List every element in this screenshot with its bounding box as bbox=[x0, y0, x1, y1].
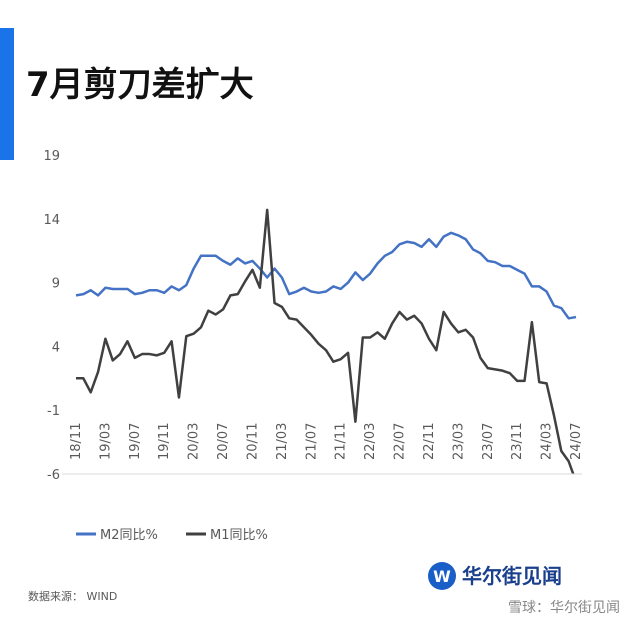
x-tick-label: 20/03 bbox=[187, 423, 202, 460]
y-tick-label: -6 bbox=[47, 468, 60, 483]
x-tick-label: 18/11 bbox=[69, 423, 84, 460]
logo-text: 华尔街见闻 bbox=[462, 564, 562, 588]
x-tick-label: 19/11 bbox=[157, 423, 172, 460]
y-tick-label: 4 bbox=[52, 340, 60, 355]
y-tick-label: 19 bbox=[43, 149, 60, 164]
x-tick-label: 23/07 bbox=[481, 423, 496, 460]
logo-mark: W bbox=[433, 567, 451, 586]
series-line bbox=[76, 208, 575, 474]
series-line bbox=[75, 231, 577, 320]
watermark: 雪球：华尔街见闻 bbox=[508, 600, 620, 616]
legend-label: M1同比% bbox=[210, 528, 268, 543]
x-tick-label: 20/11 bbox=[245, 423, 260, 460]
x-tick-label: 21/03 bbox=[275, 423, 290, 460]
x-tick-label: 22/07 bbox=[393, 423, 408, 460]
x-tick-label: 24/07 bbox=[569, 423, 584, 460]
x-tick-label: 21/11 bbox=[334, 423, 349, 460]
x-tick-label: 22/03 bbox=[363, 423, 378, 460]
x-tick-label: 19/07 bbox=[128, 423, 143, 460]
chart-title: 7月剪刀差扩大 bbox=[26, 65, 254, 105]
title-accent bbox=[0, 28, 14, 160]
x-tick-label: 24/03 bbox=[540, 423, 555, 460]
y-tick-label: 14 bbox=[43, 213, 60, 228]
source: 数据来源： WIND bbox=[28, 589, 117, 603]
y-tick-label: 9 bbox=[52, 277, 60, 292]
x-tick-label: 20/07 bbox=[216, 423, 231, 460]
x-tick-label: 19/03 bbox=[98, 423, 113, 460]
y-tick-label: -1 bbox=[47, 404, 60, 419]
x-tick-label: 22/11 bbox=[422, 423, 437, 460]
x-tick-label: 21/07 bbox=[304, 423, 319, 460]
logo-icon bbox=[428, 562, 456, 590]
legend-label: M2同比% bbox=[100, 528, 158, 543]
x-tick-label: 23/03 bbox=[451, 423, 466, 460]
x-tick-label: 23/11 bbox=[510, 423, 525, 460]
